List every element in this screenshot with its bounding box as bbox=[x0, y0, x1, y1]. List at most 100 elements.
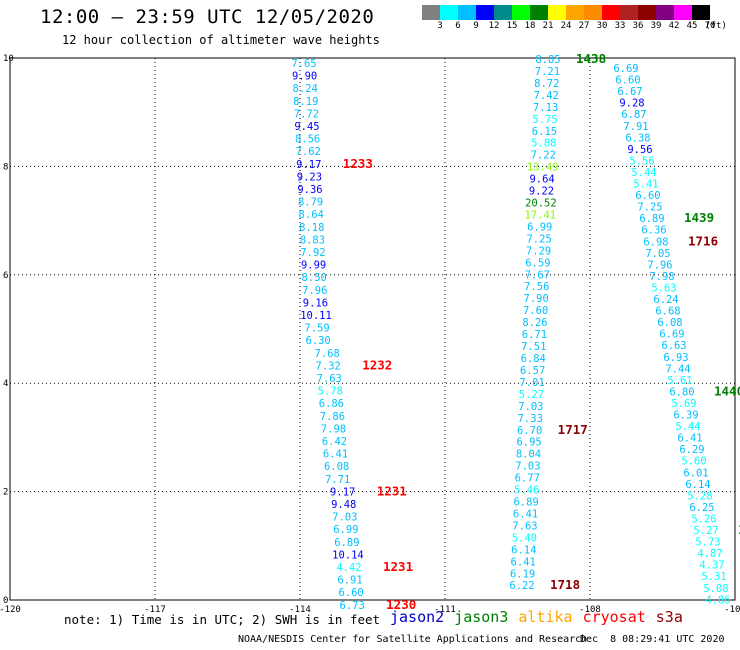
wave-height-value: 13.49 bbox=[527, 162, 559, 174]
wave-height-value: 7.62 bbox=[296, 146, 321, 158]
legend-label: 70 bbox=[704, 21, 716, 31]
legend-label: 18 bbox=[524, 21, 536, 31]
generated-timestamp: Dec 8 08:29:41 UTC 2020 bbox=[580, 634, 725, 645]
y-tick-label: 4 bbox=[3, 379, 8, 389]
wave-height-value: 9.48 bbox=[331, 499, 356, 511]
wave-height-value: 6.84 bbox=[521, 353, 546, 365]
wave-height-value: 5.28 bbox=[687, 490, 712, 502]
legend-swatch bbox=[620, 5, 638, 20]
wave-height-value: 5.27 bbox=[519, 389, 544, 401]
wave-height-value: 5.69 bbox=[671, 398, 696, 410]
wave-height-value: 6.86 bbox=[319, 398, 344, 410]
wave-height-value: 7.03 bbox=[332, 512, 357, 524]
wave-height-value: 5.63 bbox=[651, 282, 676, 294]
satellite-cryosat: cryosat bbox=[582, 608, 646, 626]
legend-swatch bbox=[422, 5, 440, 20]
wave-height-value: 6.08 bbox=[657, 317, 682, 329]
legend-swatch bbox=[440, 5, 458, 20]
wave-height-value: 20.52 bbox=[525, 198, 557, 210]
y-tick-label: 6 bbox=[3, 271, 8, 281]
color-legend bbox=[422, 5, 710, 20]
wave-height-value: 6.39 bbox=[673, 410, 698, 422]
wave-height-value: 6.69 bbox=[659, 329, 684, 341]
x-tick-label: -108 bbox=[579, 605, 601, 615]
satellite-altika: altika bbox=[518, 608, 573, 626]
legend-swatch bbox=[512, 5, 530, 20]
wave-height-value: 7.92 bbox=[300, 247, 325, 259]
wave-height-value: 7.60 bbox=[523, 305, 548, 317]
legend-label: 15 bbox=[506, 21, 518, 31]
wave-height-value: 6.41 bbox=[323, 449, 348, 461]
wave-height-value: 8.64 bbox=[299, 209, 324, 221]
wave-height-value: 7.96 bbox=[647, 259, 672, 271]
wave-height-value: 8.04 bbox=[516, 449, 541, 461]
pass-time-label: 1231 bbox=[383, 559, 413, 574]
wave-height-value: 10.11 bbox=[300, 310, 332, 322]
wave-height-value: 5.40 bbox=[512, 532, 537, 544]
wave-height-value: 7.22 bbox=[531, 150, 556, 162]
wave-height-value: 5.73 bbox=[695, 537, 720, 549]
x-tick-label: -105 bbox=[724, 605, 740, 615]
wave-height-value: 7.90 bbox=[524, 293, 549, 305]
legend-label: (ft) bbox=[705, 21, 727, 31]
pass-time-label: 1718 bbox=[550, 577, 580, 592]
wave-height-value: 6.99 bbox=[527, 221, 552, 233]
pass-time-label: 1231 bbox=[377, 483, 407, 498]
legend-swatch bbox=[638, 5, 656, 20]
wave-height-value: 6.80 bbox=[669, 386, 694, 398]
wave-height-value: 6.63 bbox=[661, 340, 686, 352]
wave-height-value: 7.32 bbox=[316, 360, 341, 372]
wave-height-value: 8.85 bbox=[535, 54, 560, 66]
wave-height-value: 6.41 bbox=[511, 556, 536, 568]
legend-label: 39 bbox=[650, 21, 662, 31]
map-frame bbox=[9, 57, 736, 601]
wave-height-value: 8.50 bbox=[302, 272, 327, 284]
wave-height-value: 5.46 bbox=[514, 485, 539, 497]
wave-height-value: 6.36 bbox=[641, 225, 666, 237]
wave-height-value: 7.05 bbox=[645, 248, 670, 260]
wave-height-value: 5.27 bbox=[693, 525, 718, 537]
wave-height-value: 6.67 bbox=[617, 86, 642, 98]
y-tick-label: 2 bbox=[3, 488, 8, 498]
wave-height-value: 9.17 bbox=[330, 486, 355, 498]
legend-label: 45 bbox=[686, 21, 698, 31]
wave-height-value: 7.67 bbox=[525, 269, 550, 281]
wave-height-value: 10.14 bbox=[332, 549, 364, 561]
legend-swatch bbox=[656, 5, 674, 20]
legend-label: 33 bbox=[614, 21, 626, 31]
wave-height-value: 4.86 bbox=[705, 594, 730, 606]
wave-height-value: 6.41 bbox=[677, 433, 702, 445]
wave-height-value: 9.23 bbox=[297, 171, 322, 183]
wave-height-value: 7.03 bbox=[518, 401, 543, 413]
wave-height-value: 6.95 bbox=[516, 437, 541, 449]
legend-label: 21 bbox=[542, 21, 554, 31]
wave-height-value: 6.89 bbox=[334, 537, 359, 549]
wave-height-value: 6.15 bbox=[532, 126, 557, 138]
wave-height-value: 4.42 bbox=[336, 562, 361, 574]
footnote: note: 1) Time is in UTC; 2) SWH is in fe… bbox=[64, 612, 381, 627]
wave-height-value: 9.36 bbox=[297, 184, 322, 196]
wave-height-value: 7.65 bbox=[291, 58, 316, 70]
wave-height-value: 9.16 bbox=[303, 297, 328, 309]
wave-height-value: 7.59 bbox=[304, 323, 329, 335]
y-tick-label: 0 bbox=[3, 596, 8, 606]
wave-height-value: 6.71 bbox=[522, 329, 547, 341]
wave-height-value: 9.56 bbox=[627, 144, 652, 156]
x-tick-label: -114 bbox=[289, 605, 311, 615]
wave-height-value: 6.93 bbox=[663, 352, 688, 364]
wave-height-value: 7.98 bbox=[649, 271, 674, 283]
wave-height-value: 7.25 bbox=[637, 202, 662, 214]
wave-height-value: 7.13 bbox=[533, 102, 558, 114]
wave-height-value: 9.17 bbox=[296, 159, 321, 171]
wave-height-value: 6.70 bbox=[517, 425, 542, 437]
wave-height-value: 6.89 bbox=[639, 213, 664, 225]
wave-height-value: 6.24 bbox=[653, 294, 678, 306]
wave-height-value: 6.98 bbox=[643, 236, 668, 248]
wave-height-value: 9.90 bbox=[292, 71, 317, 83]
wave-height-value: 9.64 bbox=[529, 174, 554, 186]
legend-label: 30 bbox=[596, 21, 608, 31]
pass-time-label: 1230 bbox=[386, 597, 416, 612]
pass-time-label: 1717 bbox=[558, 422, 588, 437]
legend-swatch bbox=[602, 5, 620, 20]
wave-height-value: 7.21 bbox=[535, 66, 560, 78]
